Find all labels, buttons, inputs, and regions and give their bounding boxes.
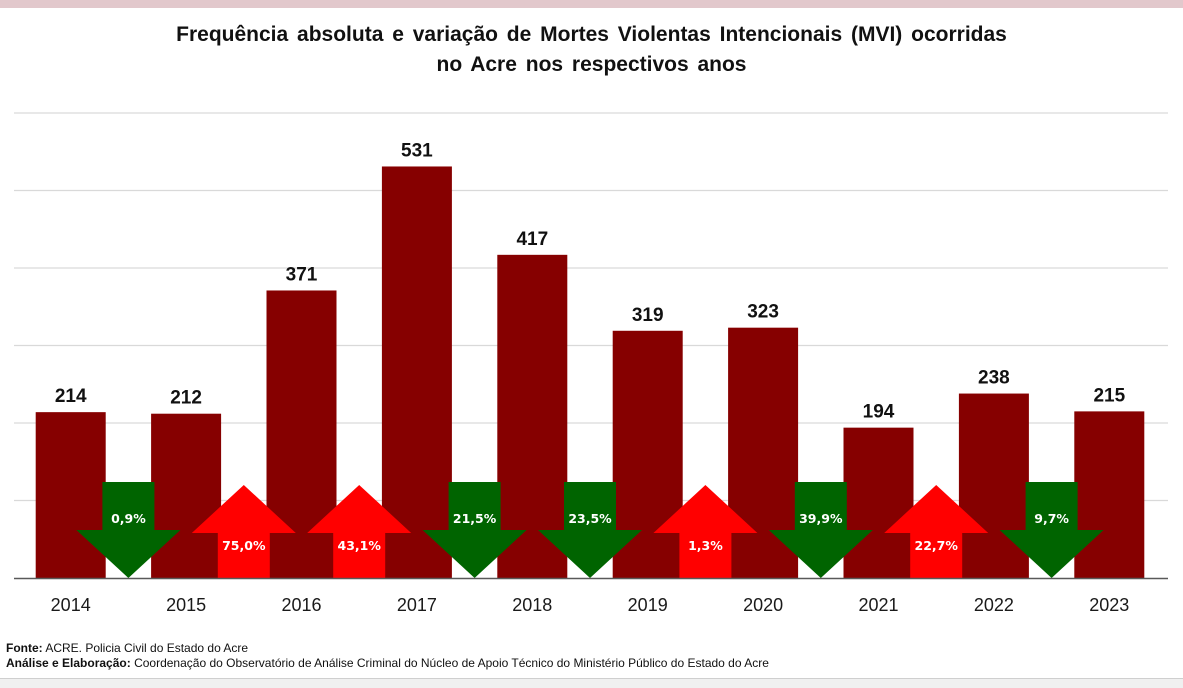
analysis-line: Análise e Elaboração: Coordenação do Obs… — [6, 656, 769, 671]
variation-arrow-2016-2017: 43,1% — [307, 485, 412, 578]
analysis-text: Coordenação do Observatório de Análise C… — [134, 656, 769, 670]
top-strip — [0, 0, 1183, 8]
data-label-2015: 212 — [170, 388, 202, 409]
variation-arrow-2015-2016: 75,0% — [191, 485, 296, 578]
variation-arrow-2022-2023: 9,7% — [999, 482, 1104, 578]
x-tick-label-2014: 2014 — [51, 595, 91, 615]
arrow-down-icon — [76, 482, 181, 578]
x-tick-label-2015: 2015 — [166, 595, 206, 615]
data-label-2017: 531 — [401, 140, 433, 161]
arrow-up-icon — [307, 485, 412, 578]
variation-arrow-2020-2021: 39,9% — [768, 482, 873, 578]
variation-arrow-2019-2020: 1,3% — [653, 485, 758, 578]
data-label-2018: 417 — [516, 229, 548, 250]
bar-2018 — [497, 254, 568, 578]
variation-label: 75,0% — [222, 538, 266, 553]
bars — [35, 166, 1145, 578]
data-labels: 214 212 371 531 417 319 323 194 238 215 — [55, 140, 1126, 422]
arrow-down-icon — [768, 482, 873, 578]
arrow-down-icon — [422, 482, 527, 578]
footer: Fonte: ACRE. Policia Civil do Estado do … — [6, 641, 769, 671]
x-tick-label-2018: 2018 — [512, 595, 552, 615]
bar-2015 — [151, 413, 222, 578]
variation-label: 22,7% — [915, 538, 959, 553]
bar-2022 — [958, 393, 1029, 578]
source-label: Fonte: — [6, 641, 43, 655]
source-line: Fonte: ACRE. Policia Civil do Estado do … — [6, 641, 769, 656]
x-tick-label-2019: 2019 — [628, 595, 668, 615]
variation-label: 23,5% — [568, 511, 612, 526]
data-label-2019: 319 — [632, 305, 664, 326]
variation-arrow-2018-2019: 23,5% — [538, 482, 642, 578]
variation-arrow-2021-2022: 22,7% — [884, 485, 989, 578]
bar-2016 — [266, 290, 337, 578]
data-label-2020: 323 — [747, 302, 779, 323]
arrow-up-icon — [653, 485, 758, 578]
arrow-down-icon — [999, 482, 1104, 578]
source-text: ACRE. Policia Civil do Estado do Acre — [45, 641, 249, 655]
variation-arrow-2017-2018: 21,5% — [422, 482, 527, 578]
data-label-2023: 215 — [1093, 385, 1125, 406]
variation-label: 0,9% — [111, 511, 146, 526]
bottom-strip — [0, 678, 1183, 688]
data-label-2021: 194 — [863, 402, 895, 423]
variation-label: 39,9% — [799, 511, 843, 526]
data-label-2022: 238 — [978, 368, 1010, 389]
bar-2017 — [381, 166, 452, 578]
chart-title: Frequência absoluta e variação de Mortes… — [0, 20, 1183, 80]
bar-2014 — [35, 412, 106, 578]
variation-label: 9,7% — [1034, 511, 1069, 526]
data-label-2016: 371 — [286, 264, 318, 285]
arrow-up-icon — [191, 485, 296, 578]
chart-title-line-2: no Acre nos respectivos anos — [436, 53, 747, 76]
x-tick-label-2017: 2017 — [397, 595, 437, 615]
variation-label: 43,1% — [338, 538, 382, 553]
arrow-down-icon — [538, 482, 642, 578]
bar-2023 — [1074, 411, 1145, 578]
x-tick-label-2016: 2016 — [281, 595, 321, 615]
x-tick-label-2023: 2023 — [1089, 595, 1129, 615]
chart-title-line-1: Frequência absoluta e variação de Mortes… — [176, 23, 1007, 46]
x-tick-labels: 2014 2015 2016 2017 2018 2019 2020 2021 2022 2023 — [51, 595, 1130, 615]
x-tick-label-2021: 2021 — [858, 595, 898, 615]
x-tick-label-2022: 2022 — [974, 595, 1014, 615]
variation-arrows: 0,9% 75,0% 43,1% 21,5% 23,5% 1,3% 39,9% 22,7% 9,… — [76, 482, 1104, 578]
variation-arrow-2014-2015: 0,9% — [76, 482, 181, 578]
variation-label: 21,5% — [453, 511, 497, 526]
variation-label: 1,3% — [688, 538, 723, 553]
bar-2021 — [843, 427, 914, 578]
x-tick-label-2020: 2020 — [743, 595, 783, 615]
analysis-label: Análise e Elaboração: — [6, 656, 131, 670]
data-label-2014: 214 — [55, 386, 87, 407]
arrow-up-icon — [884, 485, 989, 578]
